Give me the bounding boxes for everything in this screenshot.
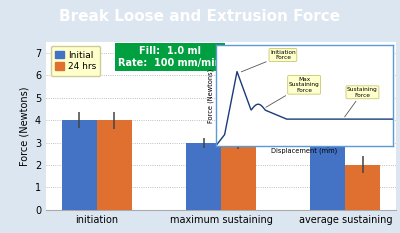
Bar — [345, 165, 380, 210]
Bar — [62, 120, 97, 210]
Text: Break Loose and Extrusion Force: Break Loose and Extrusion Force — [60, 9, 340, 24]
Y-axis label: Force (Newtons): Force (Newtons) — [19, 86, 29, 166]
Bar — [221, 143, 256, 210]
Text: Fill:  1.0 ml
Rate:  100 mm/min: Fill: 1.0 ml Rate: 100 mm/min — [118, 46, 222, 68]
Legend: Initial, 24 hrs: Initial, 24 hrs — [50, 46, 100, 76]
Bar — [310, 143, 345, 210]
Bar — [186, 143, 221, 210]
Bar — [97, 120, 132, 210]
